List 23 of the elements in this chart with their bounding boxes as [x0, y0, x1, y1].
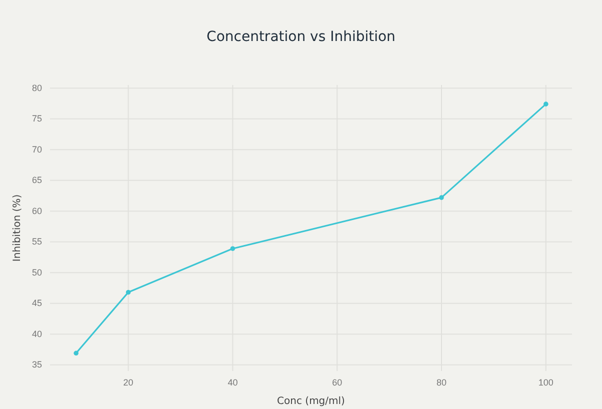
y-tick-label: 80: [32, 82, 42, 93]
point: [544, 102, 548, 106]
chart-title: Concentration vs Inhibition: [206, 29, 396, 45]
y-tick-label: 70: [32, 144, 42, 154]
y-tick-label: 45: [32, 298, 42, 308]
x-tick-label: 60: [332, 377, 342, 388]
y-tick-label: 40: [32, 328, 42, 339]
x-tick-label: 100: [538, 377, 554, 388]
y-tick-label: 35: [32, 360, 42, 370]
x-tick-label: 20: [123, 377, 134, 388]
y-tick-label: 75: [32, 114, 42, 124]
point: [74, 350, 78, 356]
x-tick-label: 80: [436, 377, 447, 388]
x-tick-label: 40: [228, 377, 238, 388]
y-tick-label: 50: [32, 267, 42, 278]
y-axis-title: Inhibition (%): [12, 194, 23, 262]
y-tick-label: 60: [32, 206, 42, 216]
point: [126, 290, 131, 295]
y-tick-label: 55: [32, 236, 42, 247]
point: [439, 195, 444, 200]
point: [230, 246, 236, 251]
x-axis-title: Conc (mg/ml): [277, 396, 346, 407]
y-tick-label: 65: [32, 175, 42, 186]
